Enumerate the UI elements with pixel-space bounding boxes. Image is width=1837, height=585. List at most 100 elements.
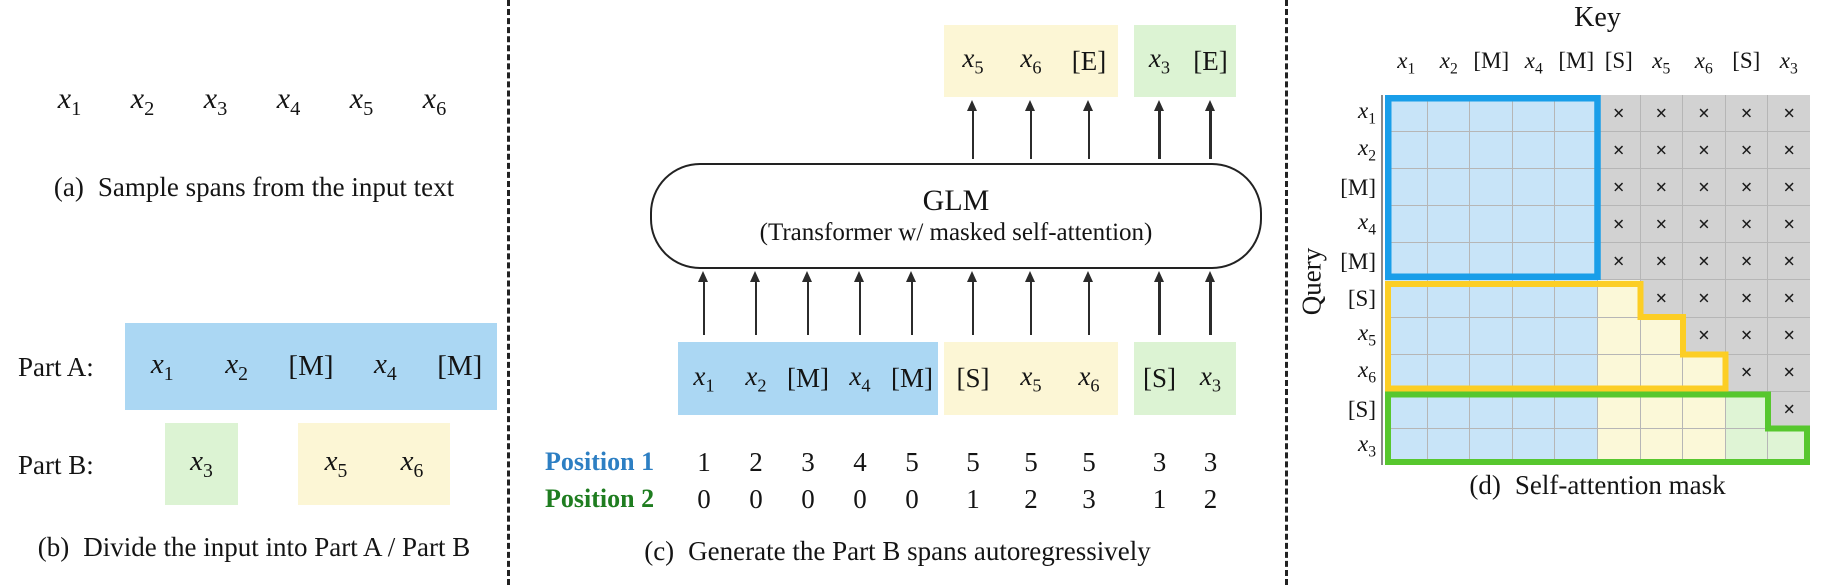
token: x5 bbox=[324, 445, 348, 482]
visible-cell bbox=[1470, 354, 1512, 391]
visible-cell bbox=[1683, 354, 1725, 391]
masked-cell: × bbox=[1768, 243, 1810, 280]
visible-cell bbox=[1385, 317, 1427, 354]
masked-cell: × bbox=[1768, 317, 1810, 354]
masked-cell: × bbox=[1640, 206, 1683, 243]
glm-model-box: GLM (Transformer w/ masked self-attentio… bbox=[650, 163, 1262, 269]
output-span1-box: x5 x6 [E] bbox=[944, 25, 1118, 97]
masked-cell: × bbox=[1597, 95, 1640, 132]
masked-cell: × bbox=[1640, 280, 1683, 317]
visible-cell bbox=[1512, 391, 1555, 428]
panel-separator-left bbox=[507, 0, 510, 585]
token: x6 bbox=[1078, 360, 1100, 396]
visible-cell bbox=[1470, 317, 1512, 354]
input-part-a-box: x1 x2 [M] x4 [M] bbox=[678, 342, 938, 415]
token: 2 bbox=[749, 446, 763, 477]
panel-separator-right bbox=[1285, 0, 1288, 585]
token: 3 bbox=[801, 446, 815, 477]
visible-cell bbox=[1555, 243, 1597, 280]
visible-cell bbox=[1427, 95, 1470, 132]
visible-cell bbox=[1597, 391, 1640, 428]
masked-cell: × bbox=[1768, 280, 1810, 317]
up-arrow-icon bbox=[966, 271, 978, 335]
matrix-axis-line bbox=[1381, 95, 1383, 465]
token: 5 bbox=[905, 446, 919, 477]
visible-cell bbox=[1427, 354, 1470, 391]
visible-cell bbox=[1597, 428, 1640, 465]
visible-cell bbox=[1385, 354, 1427, 391]
token: 4 bbox=[853, 446, 867, 477]
up-arrow-icon bbox=[1153, 271, 1165, 335]
input-span2-box: [S] x3 bbox=[1134, 342, 1236, 415]
token: x1 bbox=[1397, 48, 1416, 78]
up-arrow-icon bbox=[1153, 100, 1165, 159]
up-arrow-icon bbox=[697, 271, 709, 335]
masked-cell: × bbox=[1683, 243, 1725, 280]
token: [M] bbox=[1340, 248, 1376, 274]
token: x6 bbox=[400, 445, 424, 482]
token: x6 bbox=[1357, 357, 1376, 387]
token: x2 bbox=[130, 82, 155, 120]
masked-cell: × bbox=[1768, 206, 1810, 243]
token: x4 bbox=[1357, 209, 1376, 239]
visible-cell bbox=[1470, 206, 1512, 243]
token: 2 bbox=[1024, 483, 1038, 514]
token: [M] bbox=[1340, 174, 1376, 200]
visible-cell bbox=[1427, 132, 1470, 169]
visible-cell bbox=[1597, 317, 1640, 354]
caption-c-label: (c) bbox=[644, 536, 675, 566]
token: 0 bbox=[749, 483, 763, 514]
input-span1-box: [S] x5 x6 bbox=[944, 342, 1118, 415]
visible-cell bbox=[1470, 132, 1512, 169]
token: x4 bbox=[849, 360, 871, 396]
token: x5 bbox=[962, 43, 984, 78]
visible-cell bbox=[1555, 169, 1597, 206]
key-axis-title: Key bbox=[1574, 2, 1621, 33]
visible-cell bbox=[1427, 317, 1470, 354]
visible-cell bbox=[1768, 428, 1810, 465]
token: x3 bbox=[1199, 360, 1222, 396]
up-arrow-icon bbox=[1024, 100, 1036, 159]
position2-label: Position 2 bbox=[545, 484, 655, 513]
token: 0 bbox=[853, 483, 867, 514]
token: x5 bbox=[349, 82, 374, 120]
token: 0 bbox=[905, 483, 919, 514]
visible-cell bbox=[1470, 428, 1512, 465]
masked-cell: × bbox=[1725, 132, 1768, 169]
visible-cell bbox=[1427, 280, 1470, 317]
visible-cell bbox=[1640, 317, 1683, 354]
visible-cell bbox=[1555, 428, 1597, 465]
visible-cell bbox=[1512, 428, 1555, 465]
visible-cell bbox=[1555, 206, 1597, 243]
token: x5 bbox=[1020, 360, 1042, 396]
token: x1 bbox=[1357, 98, 1376, 128]
visible-cell bbox=[1640, 354, 1683, 391]
masked-cell: × bbox=[1640, 169, 1683, 206]
caption-b: (b) Divide the input into Part A / Part B bbox=[0, 532, 508, 563]
up-arrow-icon bbox=[749, 271, 761, 335]
visible-cell bbox=[1597, 280, 1640, 317]
token: 5 bbox=[1024, 446, 1038, 477]
token: 3 bbox=[1152, 446, 1167, 477]
visible-cell bbox=[1683, 428, 1725, 465]
token: x3 bbox=[190, 445, 213, 482]
token: 2 bbox=[1203, 483, 1218, 514]
token: x1 bbox=[57, 82, 82, 120]
token: 3 bbox=[1203, 446, 1218, 477]
token: [M] bbox=[787, 363, 829, 393]
visible-cell bbox=[1555, 391, 1597, 428]
token: x5 bbox=[1652, 48, 1671, 78]
caption-c-text: Generate the Part B spans autoregressive… bbox=[688, 536, 1151, 566]
token: [S] bbox=[1143, 363, 1176, 393]
masked-cell: × bbox=[1683, 132, 1725, 169]
masked-cell: × bbox=[1597, 243, 1640, 280]
masked-cell: × bbox=[1683, 169, 1725, 206]
visible-cell bbox=[1427, 391, 1470, 428]
caption-b-text: Divide the input into Part A / Part B bbox=[83, 532, 471, 562]
token: [E] bbox=[1193, 45, 1228, 76]
up-arrow-icon bbox=[801, 271, 813, 335]
up-arrow-icon bbox=[1204, 271, 1216, 335]
masked-cell: × bbox=[1640, 243, 1683, 280]
part-b-span2-box: x5 x6 bbox=[298, 423, 450, 505]
